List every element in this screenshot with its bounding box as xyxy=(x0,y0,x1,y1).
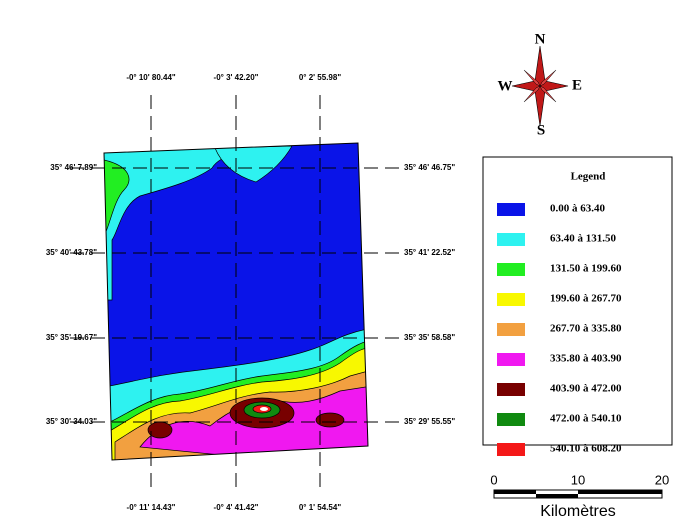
compass-label: N xyxy=(535,31,546,47)
coord-label: 35° 41' 22.52" xyxy=(404,248,455,257)
compass-label: E xyxy=(572,77,582,93)
legend-swatch xyxy=(497,353,525,366)
legend-label: 199.60 à 267.70 xyxy=(550,293,622,305)
compass-label: W xyxy=(498,78,513,94)
coord-label: 35° 30' 34.03" xyxy=(46,417,97,426)
peak xyxy=(260,407,268,411)
legend-swatch xyxy=(497,233,525,246)
scale-label: 20 xyxy=(655,472,669,487)
legend-label: 335.80 à 403.90 xyxy=(550,353,622,365)
band xyxy=(214,145,293,183)
coord-label: -0° 3' 42.20" xyxy=(214,73,259,82)
scale-unit: Kilomètres xyxy=(540,503,616,520)
coord-label: 35° 35' 58.58" xyxy=(404,333,455,342)
legend-swatch xyxy=(497,323,525,336)
coordinate-labels: -0° 10' 80.44" -0° 3' 42.20" 0° 2' 55.98" -… xyxy=(46,73,456,512)
legend-label: 540.10 à 608.20 xyxy=(550,443,622,455)
coord-label: 0° 1' 54.54" xyxy=(299,503,341,512)
coord-label: 35° 29' 55.55" xyxy=(404,417,455,426)
legend-swatch xyxy=(497,443,525,456)
coord-label: 0° 2' 55.98" xyxy=(299,73,341,82)
coord-label: 35° 40' 43.78" xyxy=(46,248,97,257)
coord-label: -0° 4' 41.42" xyxy=(214,503,259,512)
legend-swatch xyxy=(497,413,525,426)
legend-label: 0.00 à 63.40 xyxy=(550,203,606,215)
legend-label: 131.50 à 199.60 xyxy=(550,263,622,275)
scale-label: 0 xyxy=(490,472,497,487)
compass-label: S xyxy=(537,122,545,138)
band xyxy=(147,421,173,439)
legend: Legend 0.00 à 63.40 63.40 à 131.50 131.50 … xyxy=(482,156,673,456)
legend-items: 0.00 à 63.40 63.40 à 131.50 131.50 à 199.6… xyxy=(497,203,622,456)
legend-swatch xyxy=(497,383,525,396)
map-border xyxy=(103,142,369,461)
legend-title: Legend xyxy=(571,171,606,183)
scale-label: 10 xyxy=(571,472,585,487)
legend-swatch xyxy=(497,293,525,306)
coord-label: 35° 46' 7.89" xyxy=(50,163,97,172)
legend-label: 63.40 à 131.50 xyxy=(550,233,617,245)
coord-label: 35° 46' 46.75" xyxy=(404,163,455,172)
legend-label: 267.70 à 335.80 xyxy=(550,323,622,335)
legend-label: 472.00 à 540.10 xyxy=(550,413,622,425)
elevation-map xyxy=(104,143,368,460)
legend-swatch xyxy=(497,203,525,216)
band xyxy=(315,412,345,428)
legend-swatch xyxy=(497,263,525,276)
legend-label: 403.90 à 472.00 xyxy=(550,383,622,395)
coord-label: 35° 35' 19.67" xyxy=(46,333,97,342)
scale-bar: 0 10 20 Kilomètres xyxy=(490,472,669,520)
graticule xyxy=(70,95,400,492)
compass: N S E W xyxy=(498,31,583,138)
coord-label: -0° 10' 80.44" xyxy=(126,73,176,82)
coord-label: -0° 11' 14.43" xyxy=(127,503,176,512)
